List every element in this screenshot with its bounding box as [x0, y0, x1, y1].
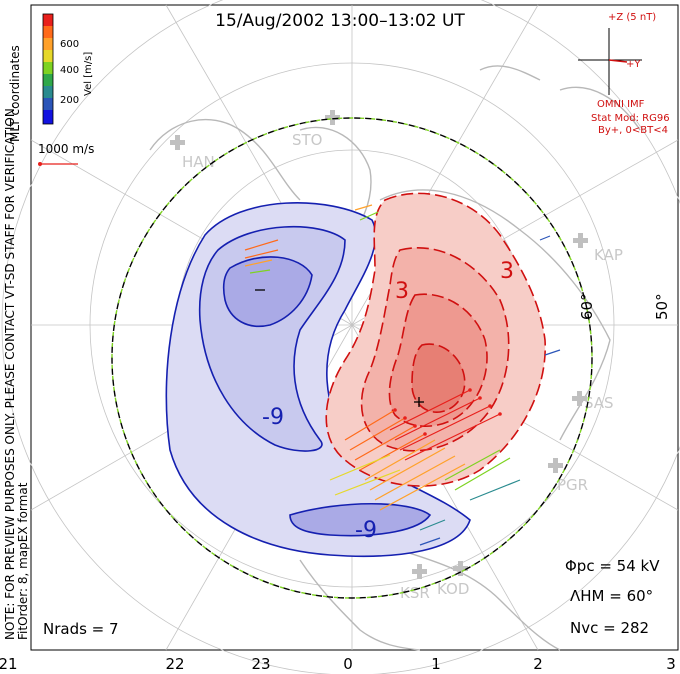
mlt-tick-2: 2	[533, 655, 543, 673]
colorbar-ticks: 600 400 200	[60, 39, 79, 106]
contour-label-neg-1: -9	[262, 405, 284, 430]
mlt-axis: 21 22 23 0 1 2 3	[0, 655, 676, 673]
station-pgr: PGR	[557, 476, 588, 494]
vector-dots	[393, 388, 502, 436]
imf-z-label: +Z (5 nT)	[608, 12, 656, 23]
latitude-label-50: 50°	[653, 293, 671, 320]
mlt-tick-0: 0	[343, 655, 353, 673]
colorbar-tick-400: 400	[60, 65, 79, 76]
positive-potential-cell	[325, 192, 546, 487]
imf-condition-label: By+, 0<BT<4	[598, 125, 668, 136]
radar-count: Nrads = 7	[43, 620, 119, 638]
mlt-tick-21: 21	[0, 655, 18, 673]
hm-boundary-latitude: ΛHM = 60°	[570, 587, 653, 605]
station-kap: KAP	[594, 246, 623, 264]
mlt-tick-22: 22	[165, 655, 184, 673]
preview-note: NOTE: FOR PREVIEW PURPOSES ONLY. PLEASE …	[3, 104, 17, 640]
station-kod: KOD	[437, 580, 469, 598]
negative-potential-cell	[165, 202, 471, 558]
contour-label-pos-1: 3	[395, 279, 409, 304]
reference-vector-label: 1000 m/s	[38, 142, 94, 156]
imf-model-label: Stat Mod: RG96	[591, 113, 670, 124]
station-markers	[170, 110, 588, 579]
mlt-coordinates-label: MLT coordinates	[8, 45, 22, 142]
colorbar-tick-200: 200	[60, 95, 79, 106]
station-han: HAN	[182, 153, 215, 171]
latitude-labels: 60° 50°	[578, 293, 671, 320]
station-sas: SAS	[584, 394, 614, 412]
imf-source-label: OMNI IMF	[597, 99, 645, 110]
mlt-tick-3: 3	[666, 655, 676, 673]
map-statistics: Φpc = 54 kV ΛHM = 60° Nvc = 282 Nrads = …	[43, 557, 660, 638]
reference-vector-dot	[38, 162, 42, 166]
heppner-maynard-boundary-green	[111, 117, 593, 599]
station-sto: STO	[292, 131, 323, 149]
colorbar-tick-600: 600	[60, 39, 79, 50]
vector-count: Nvc = 282	[570, 619, 649, 637]
contour-labels: 3 3 -9 -9	[262, 259, 514, 543]
velocity-vectors	[244, 204, 561, 546]
mlt-tick-1: 1	[431, 655, 441, 673]
plot-border	[30, 4, 679, 651]
latitude-label-60: 60°	[578, 293, 596, 320]
mlt-tick-23: 23	[251, 655, 270, 673]
fit-order-label: FitOrder: 8, mapEX format	[16, 482, 30, 640]
cross-polar-potential: Φpc = 54 kV	[565, 557, 660, 575]
heppner-maynard-boundary	[111, 117, 593, 599]
station-labels: STO HAN KAP SAS PGR KSR KOD	[182, 131, 623, 602]
contour-label-pos-2: 3	[500, 259, 514, 284]
imf-y-label: +Y	[626, 59, 641, 70]
colorbar-label: Vel [m/s]	[83, 52, 94, 96]
velocity-colorbar	[42, 13, 54, 125]
imf-dial	[578, 28, 642, 95]
page-title: 15/Aug/2002 13:00–13:02 UT	[215, 11, 465, 31]
contour-label-neg-2: -9	[355, 518, 377, 543]
coastlines	[149, 65, 641, 651]
imf-labels: +Z (5 nT) +Y OMNI IMF Stat Mod: RG96 By+…	[591, 12, 670, 136]
station-ksr: KSR	[400, 584, 430, 602]
